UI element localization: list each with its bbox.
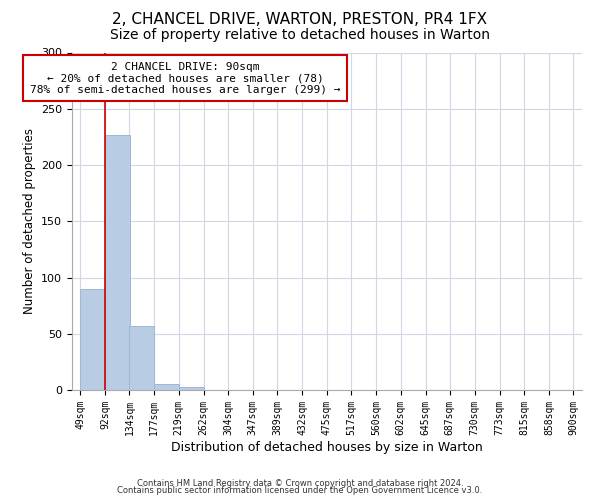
Text: Contains public sector information licensed under the Open Government Licence v3: Contains public sector information licen… — [118, 486, 482, 495]
Bar — [80, 289, 105, 390]
Bar — [154, 384, 179, 390]
Bar — [179, 386, 203, 390]
Text: Size of property relative to detached houses in Warton: Size of property relative to detached ho… — [110, 28, 490, 42]
Bar — [105, 134, 130, 390]
Text: 2 CHANCEL DRIVE: 90sqm
← 20% of detached houses are smaller (78)
78% of semi-det: 2 CHANCEL DRIVE: 90sqm ← 20% of detached… — [30, 62, 340, 94]
X-axis label: Distribution of detached houses by size in Warton: Distribution of detached houses by size … — [171, 440, 483, 454]
Text: Contains HM Land Registry data © Crown copyright and database right 2024.: Contains HM Land Registry data © Crown c… — [137, 478, 463, 488]
Bar — [130, 326, 154, 390]
Y-axis label: Number of detached properties: Number of detached properties — [23, 128, 35, 314]
Text: 2, CHANCEL DRIVE, WARTON, PRESTON, PR4 1FX: 2, CHANCEL DRIVE, WARTON, PRESTON, PR4 1… — [112, 12, 488, 28]
